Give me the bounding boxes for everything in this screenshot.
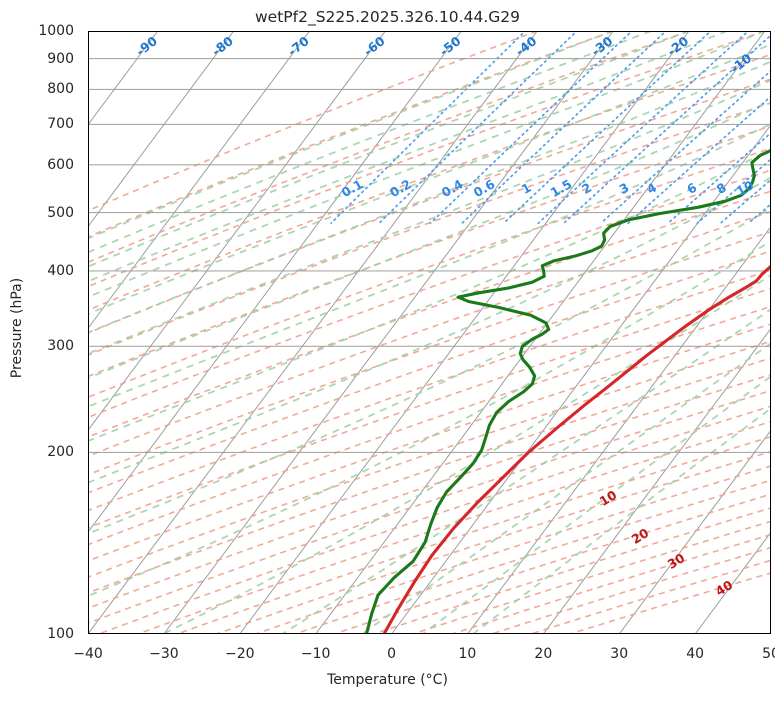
- x-tick-m30: −30: [149, 646, 179, 662]
- isobar-lines: [88, 31, 771, 634]
- plot-svg: [88, 31, 771, 634]
- x-tick-30: 30: [610, 646, 629, 662]
- x-axis-label: Temperature (°C): [327, 672, 448, 688]
- y-tick-400: 400: [47, 262, 74, 279]
- y-tick-300: 300: [47, 338, 74, 355]
- y-tick-700: 700: [47, 116, 74, 133]
- y-tick-100: 100: [47, 626, 74, 642]
- x-tick-m40: −40: [73, 646, 103, 662]
- y-axis-ticks: 100 200 300 400 500 600 700 800 900 1000: [0, 0, 82, 708]
- y-tick-900: 900: [47, 50, 74, 67]
- y-tick-800: 800: [47, 81, 74, 98]
- x-tick-m20: −20: [224, 646, 255, 662]
- dry-adiabat-lines: [88, 31, 771, 634]
- plot-area: -90 -80 -70 -60 -50 -40 -30 -20 -10 0.1 0.2 0.4 0.6 1…: [88, 31, 771, 634]
- moist-adiabat-lines: [88, 31, 771, 634]
- y-tick-500: 500: [47, 204, 74, 221]
- y-tick-200: 200: [47, 444, 74, 461]
- mixing-ratio-lines: [330, 31, 771, 225]
- x-tick-10: 10: [458, 646, 477, 662]
- y-tick-1000: 1000: [38, 23, 74, 39]
- x-tick-m10: −10: [300, 646, 331, 662]
- y-tick-600: 600: [47, 156, 74, 173]
- x-tick-0: 0: [387, 646, 397, 662]
- chart-title: wetPf2_S225.2025.326.10.44.G29: [255, 8, 520, 26]
- isotherm-lines: [88, 31, 771, 634]
- sounding-curves: [364, 148, 771, 634]
- x-tick-50: 50: [762, 646, 775, 662]
- x-tick-20: 20: [534, 646, 553, 662]
- x-tick-40: 40: [686, 646, 705, 662]
